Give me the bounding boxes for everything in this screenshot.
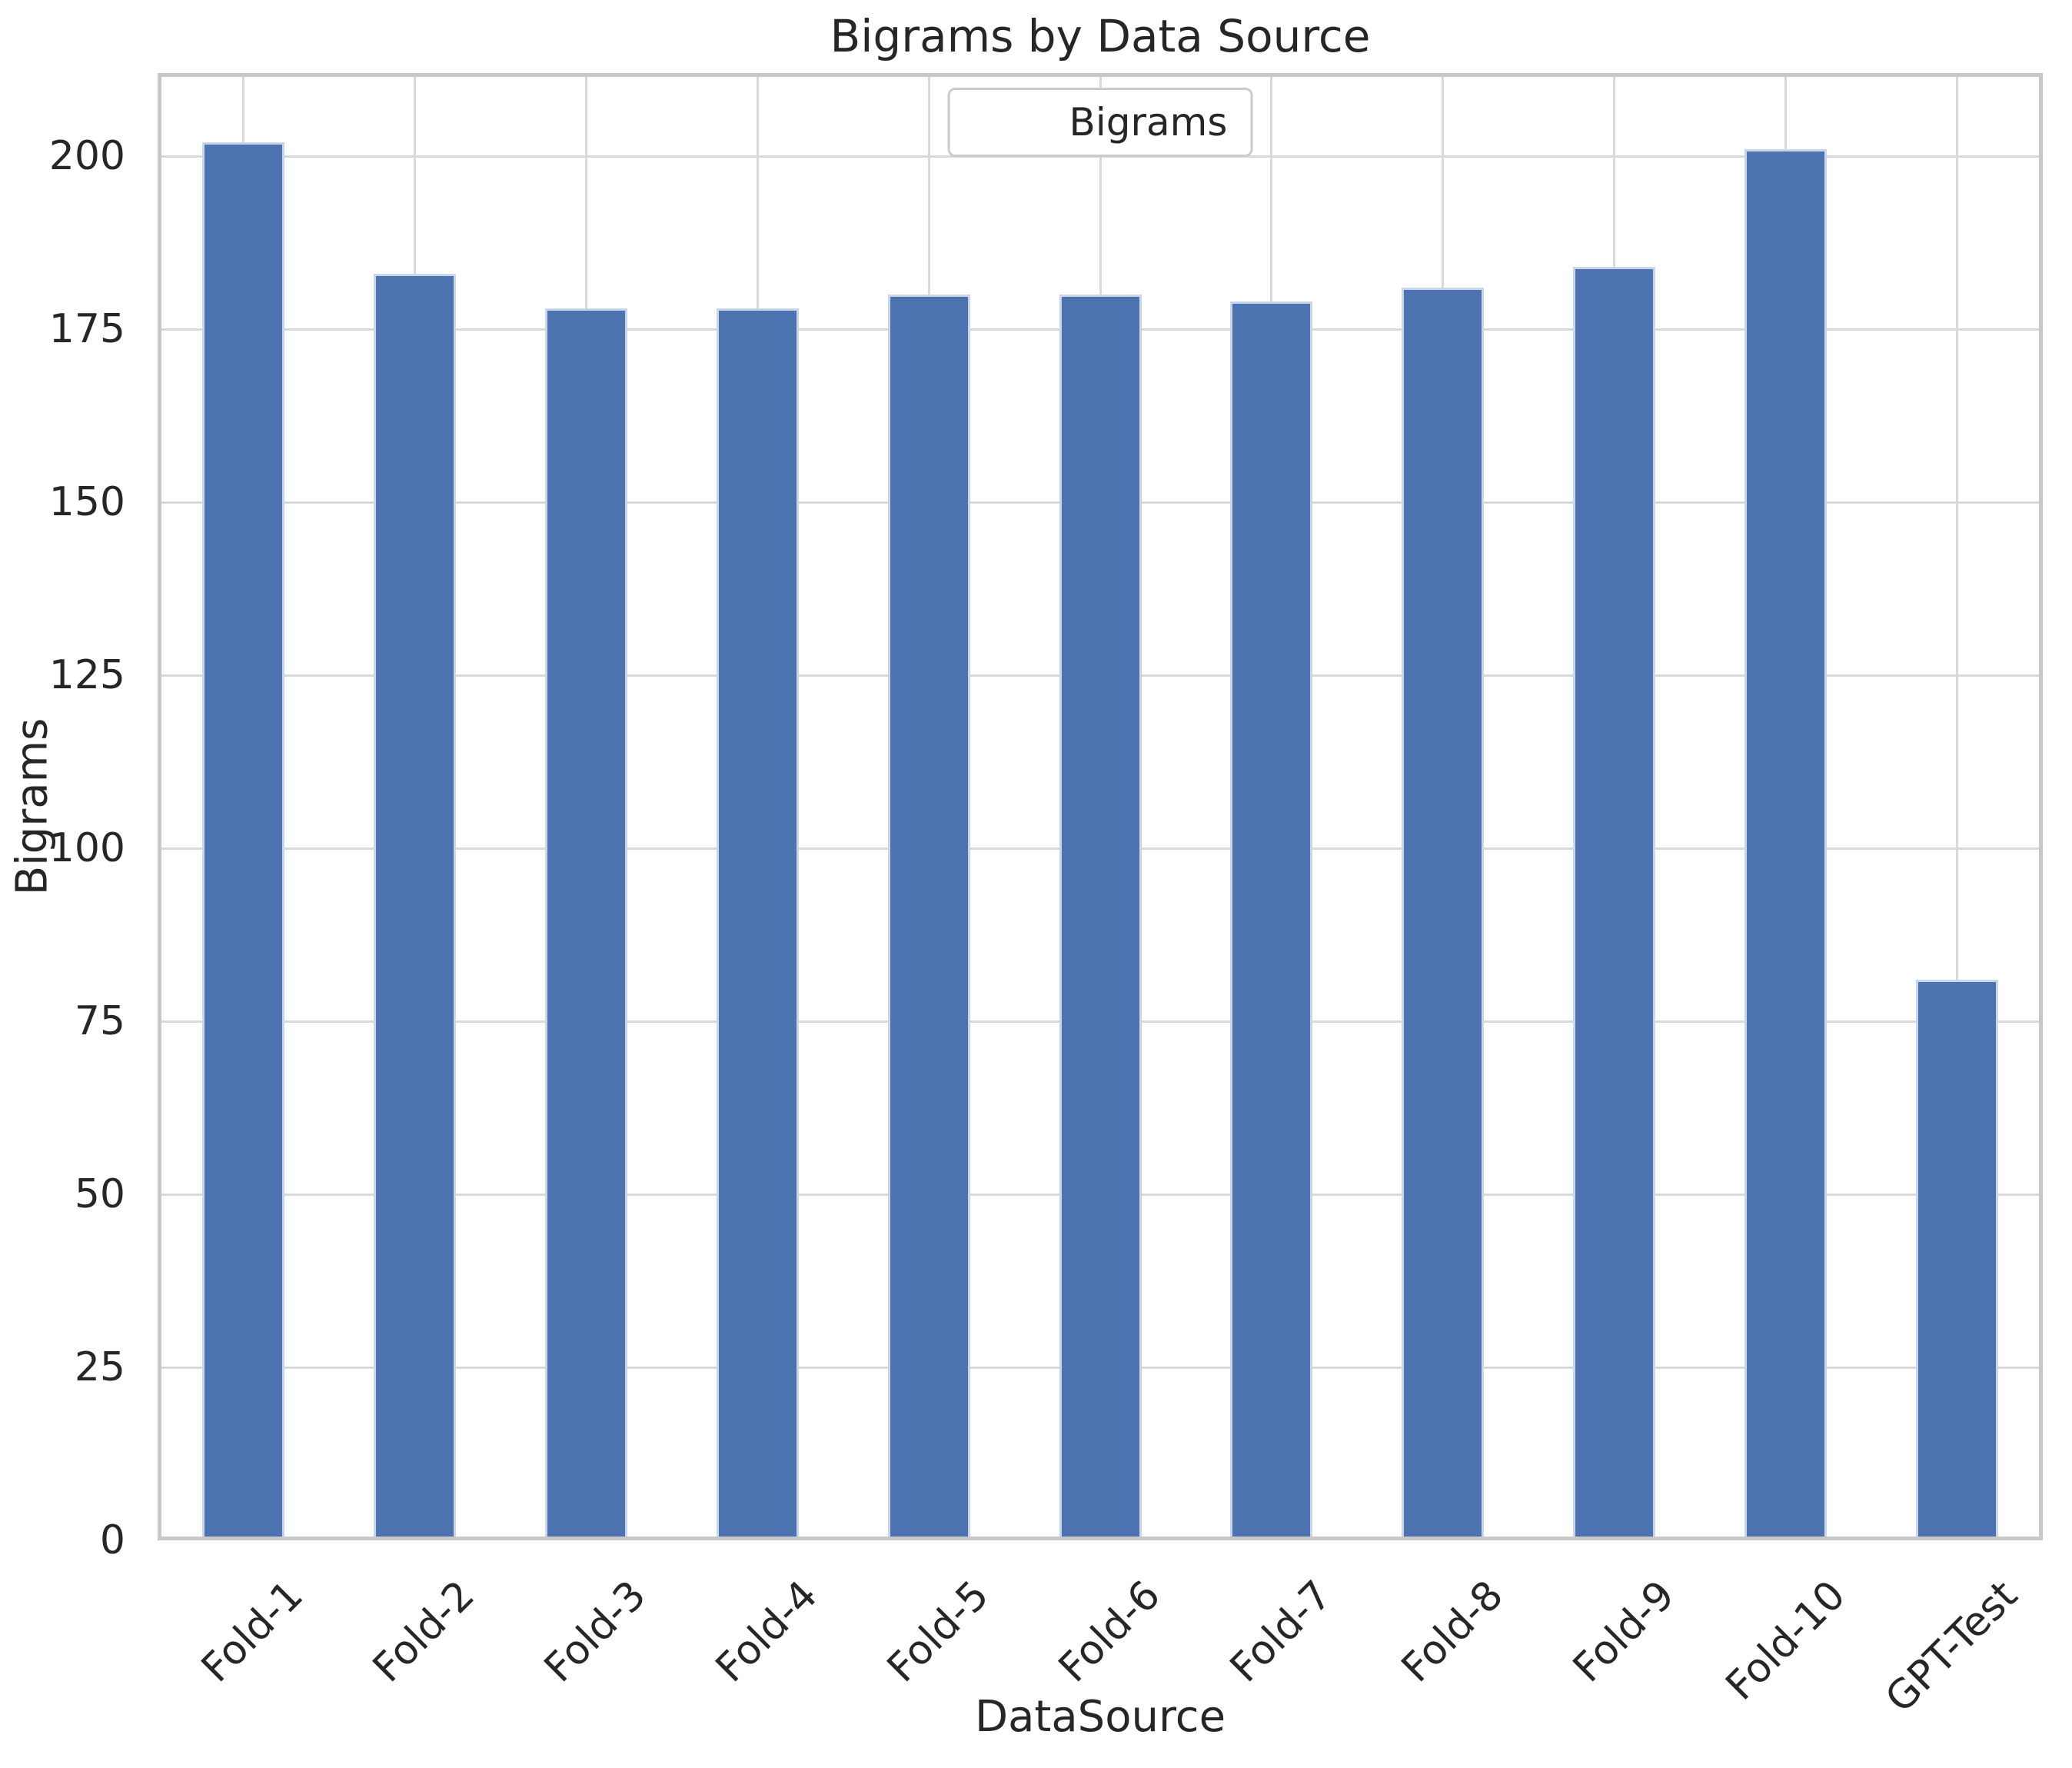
x-tick-label: Fold-9 (1564, 1572, 1684, 1692)
bar (1230, 301, 1313, 1540)
y-tick-label: 175 (48, 306, 125, 352)
bar (373, 274, 456, 1540)
x-tick-label: Fold-8 (1392, 1572, 1512, 1692)
y-tick-label: 0 (99, 1517, 125, 1563)
legend: Bigrams (947, 88, 1253, 157)
x-tick-label: Fold-2 (364, 1572, 484, 1692)
bar (544, 308, 627, 1540)
bar (1573, 267, 1656, 1540)
x-tick-label: Fold-10 (1717, 1572, 1855, 1710)
y-tick-label: 125 (48, 652, 125, 698)
x-tick-label: Fold-6 (1049, 1572, 1169, 1692)
x-tick-label: Fold-5 (878, 1572, 998, 1692)
bar (1059, 295, 1142, 1540)
y-tick-label: 75 (74, 998, 125, 1044)
bar (1744, 149, 1828, 1540)
x-axis-label: DataSource (974, 1692, 1226, 1742)
x-tick-label: Fold-1 (193, 1572, 313, 1692)
bar (1402, 288, 1485, 1540)
y-tick-label: 25 (74, 1344, 125, 1390)
bar (1916, 980, 1999, 1540)
legend-label: Bigrams (1069, 100, 1228, 145)
bar (201, 142, 284, 1540)
y-tick-label: 50 (74, 1171, 125, 1217)
gridline-vertical (1956, 73, 1959, 1540)
y-tick-label: 100 (48, 825, 125, 871)
legend-swatch-icon (967, 110, 1042, 135)
chart-title: Bigrams by Data Source (830, 10, 1371, 62)
bar (887, 295, 970, 1540)
y-tick-label: 150 (48, 479, 125, 525)
x-tick-label: Fold-3 (536, 1572, 656, 1692)
y-tick-label: 200 (48, 133, 125, 179)
bar (716, 308, 799, 1540)
x-tick-label: Fold-7 (1221, 1572, 1341, 1692)
plot-area: Bigrams (158, 73, 2043, 1540)
y-axis-label: Bigrams (7, 718, 58, 896)
x-tick-label: Fold-4 (707, 1572, 826, 1692)
